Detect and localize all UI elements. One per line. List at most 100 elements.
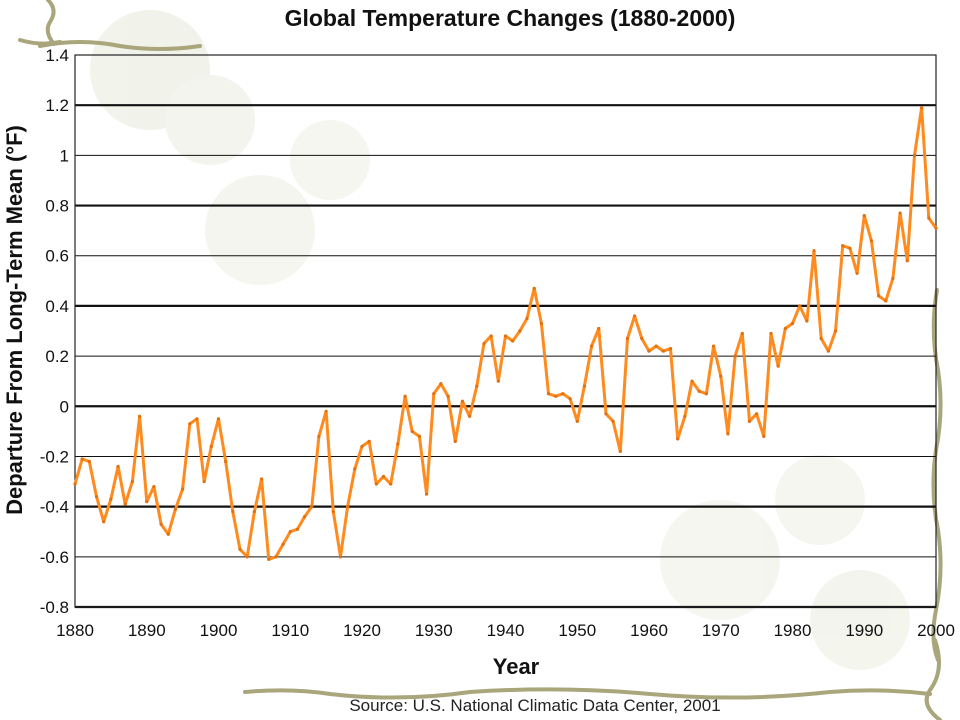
data-point xyxy=(618,449,622,454)
x-tick-label: 1980 xyxy=(774,621,812,640)
data-point xyxy=(783,326,787,331)
y-tick-label: -0.6 xyxy=(40,548,69,567)
data-point xyxy=(188,422,192,426)
y-tick-labels: 1.4 1.2 1 0.8 0.6 0.4 0.2 0 -0.2 -0.4 -0.6 -0.8 xyxy=(40,46,69,617)
data-point xyxy=(324,409,328,413)
data-point xyxy=(661,349,665,353)
y-tick-label: 1.4 xyxy=(45,46,69,65)
data-point xyxy=(869,239,874,243)
data-point xyxy=(877,294,881,298)
data-point xyxy=(295,527,300,531)
data-point xyxy=(912,153,917,157)
data-point xyxy=(862,213,866,218)
data-point xyxy=(776,364,780,368)
x-tick-label: 1880 xyxy=(56,621,94,640)
x-tick-labels: 1880 1890 1900 1910 1920 1930 1940 1950 1960 1970… xyxy=(56,621,955,640)
x-tick-label: 1990 xyxy=(845,621,883,640)
data-point xyxy=(360,444,364,449)
data-point xyxy=(934,226,938,230)
background-foliage xyxy=(90,10,910,670)
y-tick-label: 0 xyxy=(60,397,69,416)
y-tick-label: 1.2 xyxy=(45,96,69,115)
source-note: Source: U.S. National Climatic Data Cent… xyxy=(349,696,720,715)
data-point xyxy=(733,354,737,358)
data-point xyxy=(561,392,565,396)
data-point xyxy=(195,417,199,421)
y-tick-label: -0.4 xyxy=(40,498,69,517)
data-point xyxy=(654,344,658,348)
data-point xyxy=(633,314,637,318)
data-point xyxy=(647,349,651,353)
data-point xyxy=(446,394,450,398)
data-point xyxy=(403,394,407,398)
x-tick-label: 1930 xyxy=(415,621,453,640)
data-point xyxy=(812,249,816,253)
data-point xyxy=(381,474,386,479)
data-point xyxy=(625,336,630,341)
data-point xyxy=(554,394,558,398)
data-point xyxy=(819,336,823,341)
data-point xyxy=(855,271,859,275)
data-point xyxy=(137,414,142,418)
data-point xyxy=(238,547,242,551)
y-tick-label: 0.8 xyxy=(45,197,69,216)
data-point xyxy=(80,457,84,461)
data-point xyxy=(102,520,106,524)
data-point xyxy=(123,502,127,506)
data-point xyxy=(159,522,163,526)
data-point xyxy=(597,326,601,331)
data-point xyxy=(884,299,888,303)
data-point xyxy=(109,497,113,501)
data-point xyxy=(468,414,472,418)
data-point xyxy=(755,412,759,416)
data-point xyxy=(711,344,716,348)
data-point xyxy=(259,477,264,481)
data-point xyxy=(116,464,120,469)
chart-title: Global Temperature Changes (1880-2000) xyxy=(285,5,736,31)
data-point xyxy=(762,434,766,438)
data-point xyxy=(216,417,221,421)
data-point xyxy=(697,389,701,393)
data-point xyxy=(920,106,924,110)
data-point xyxy=(417,434,421,438)
data-point xyxy=(927,216,931,220)
data-point xyxy=(833,329,838,333)
x-tick-label: 1950 xyxy=(558,621,596,640)
y-tick-label: 0.6 xyxy=(45,247,69,266)
data-point xyxy=(209,444,213,449)
data-point xyxy=(224,459,228,464)
data-point xyxy=(905,259,909,263)
data-point xyxy=(532,286,536,290)
data-point xyxy=(704,392,709,396)
data-point xyxy=(303,515,307,519)
x-tick-label: 1910 xyxy=(271,621,309,640)
x-tick-label: 1940 xyxy=(487,621,525,640)
data-point xyxy=(274,555,278,559)
data-point xyxy=(891,276,895,280)
data-point xyxy=(152,484,156,489)
x-tick-label: 1970 xyxy=(702,621,740,640)
data-point xyxy=(252,510,256,514)
data-point xyxy=(496,379,500,383)
data-point xyxy=(590,344,594,348)
data-point xyxy=(353,467,357,471)
data-point xyxy=(790,321,795,326)
data-point xyxy=(575,419,579,423)
data-point xyxy=(346,505,350,509)
data-point xyxy=(539,321,543,326)
data-point xyxy=(726,432,730,436)
data-point xyxy=(582,384,587,388)
data-point xyxy=(453,439,457,443)
data-point xyxy=(145,500,149,504)
data-point xyxy=(798,304,802,308)
x-tick-label: 1960 xyxy=(630,621,668,640)
data-point xyxy=(396,442,400,446)
data-point xyxy=(338,555,343,559)
data-point xyxy=(73,482,77,486)
x-axis-title: Year xyxy=(493,654,540,679)
data-point xyxy=(719,374,723,378)
data-point xyxy=(288,530,292,534)
data-point xyxy=(460,399,465,403)
data-point xyxy=(389,482,393,486)
data-point xyxy=(475,384,479,388)
